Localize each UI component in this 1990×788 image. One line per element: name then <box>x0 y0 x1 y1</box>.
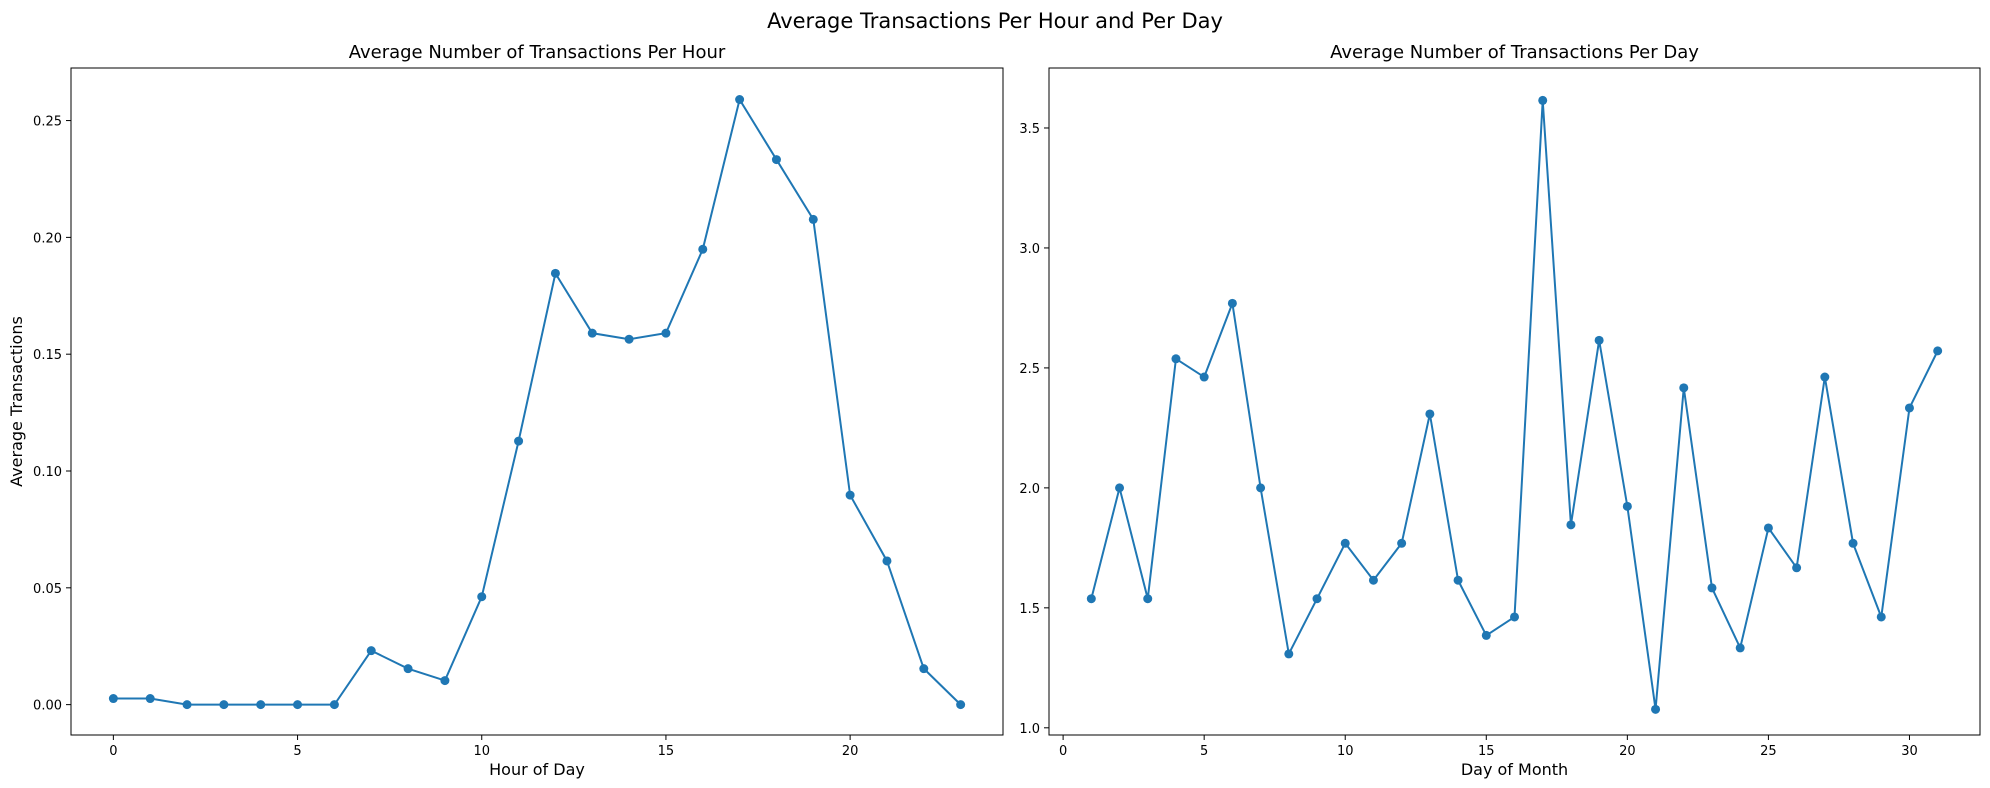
data-point <box>956 700 966 710</box>
data-point <box>1115 483 1125 493</box>
data-point <box>882 556 892 566</box>
y-tick-label: 2.0 <box>1019 482 1040 497</box>
data-point <box>1538 95 1548 105</box>
data-point <box>477 592 487 602</box>
data-point <box>771 155 781 165</box>
data-point <box>1622 501 1632 511</box>
plot-frame <box>70 67 1004 736</box>
data-point <box>1256 483 1266 493</box>
x-tick-label: 5 <box>1200 744 1208 759</box>
data-point <box>1312 594 1322 604</box>
data-point <box>1453 575 1463 585</box>
y-tick-label: 0.20 <box>33 231 62 246</box>
data-point <box>808 214 818 224</box>
data-point <box>1284 649 1294 659</box>
data-point <box>145 694 155 704</box>
data-point <box>182 700 192 710</box>
data-point <box>1763 523 1773 533</box>
data-point <box>587 328 597 338</box>
data-point <box>1876 612 1886 622</box>
data-point <box>1735 643 1745 653</box>
y-tick-label: 0.25 <box>33 115 62 130</box>
data-point <box>919 664 929 674</box>
y-tick-label: 1.0 <box>1019 722 1040 737</box>
data-point <box>1933 346 1943 356</box>
data-point <box>403 664 413 674</box>
x-tick-label: 20 <box>1619 744 1636 759</box>
data-point <box>1679 383 1689 393</box>
data-point <box>1199 372 1209 382</box>
figure-title: Average Transactions Per Hour and Per Da… <box>767 9 1223 33</box>
data-point <box>1904 403 1914 413</box>
data-point <box>1397 538 1407 548</box>
data-point <box>366 646 376 656</box>
data-point <box>735 95 745 105</box>
data-point <box>1481 630 1491 640</box>
data-point <box>1171 354 1181 364</box>
daily-transactions-panel: Average Number of Transactions Per Day 0 5… <box>1019 42 1981 779</box>
data-point <box>1848 538 1858 548</box>
series-line <box>113 96 962 706</box>
y-tick-label: 0.05 <box>33 582 62 597</box>
data-point <box>108 694 118 704</box>
x-axis-label: Hour of Day <box>489 760 585 779</box>
x-tick-label: 25 <box>1760 744 1777 759</box>
data-point <box>1425 409 1435 419</box>
axes-title: Average Number of Transactions Per Day <box>1330 42 1699 63</box>
x-tick-label: 15 <box>1478 744 1495 759</box>
data-point <box>698 244 708 254</box>
y-tick-label: 0.15 <box>33 348 62 363</box>
data-point <box>845 490 855 500</box>
data-point <box>1368 575 1378 585</box>
data-point <box>1792 563 1802 573</box>
data-point <box>1707 583 1717 593</box>
x-tick-label: 20 <box>842 744 859 759</box>
data-point <box>293 700 303 710</box>
x-tick-label: 0 <box>1059 744 1067 759</box>
y-tick-label: 0.00 <box>33 699 62 714</box>
x-tick-label: 15 <box>658 744 675 759</box>
data-point <box>1820 372 1830 382</box>
data-point <box>550 268 560 278</box>
data-point <box>256 700 266 710</box>
y-tick-label: 3.0 <box>1019 242 1040 257</box>
data-point <box>1227 298 1237 308</box>
axes-title: Average Number of Transactions Per Hour <box>349 42 726 63</box>
data-point <box>1566 520 1576 530</box>
x-tick-label: 30 <box>1901 744 1918 759</box>
data-point <box>1651 704 1661 714</box>
data-point <box>329 700 339 710</box>
y-tick-label: 1.5 <box>1019 602 1040 617</box>
x-axis-label: Day of Month <box>1461 760 1568 779</box>
y-tick-label: 0.10 <box>33 465 62 480</box>
data-point <box>219 700 229 710</box>
x-tick-label: 5 <box>293 744 301 759</box>
data-point <box>514 436 524 446</box>
plot-frame <box>1048 67 1981 736</box>
data-point <box>661 328 671 338</box>
hourly-transactions-panel: Average Number of Transactions Per Hour 0… <box>7 42 1004 779</box>
data-point <box>440 676 450 686</box>
data-point <box>624 334 634 344</box>
x-tick-label: 10 <box>1337 744 1354 759</box>
y-tick-label: 3.5 <box>1019 122 1040 137</box>
data-point <box>1143 594 1153 604</box>
data-point <box>1086 594 1096 604</box>
y-axis-label: Average Transactions <box>7 316 26 487</box>
x-tick-label: 10 <box>473 744 490 759</box>
data-point <box>1594 335 1604 345</box>
data-point <box>1510 612 1519 622</box>
data-point <box>1340 538 1350 548</box>
y-tick-label: 2.5 <box>1019 362 1040 377</box>
x-tick-label: 0 <box>109 744 117 759</box>
